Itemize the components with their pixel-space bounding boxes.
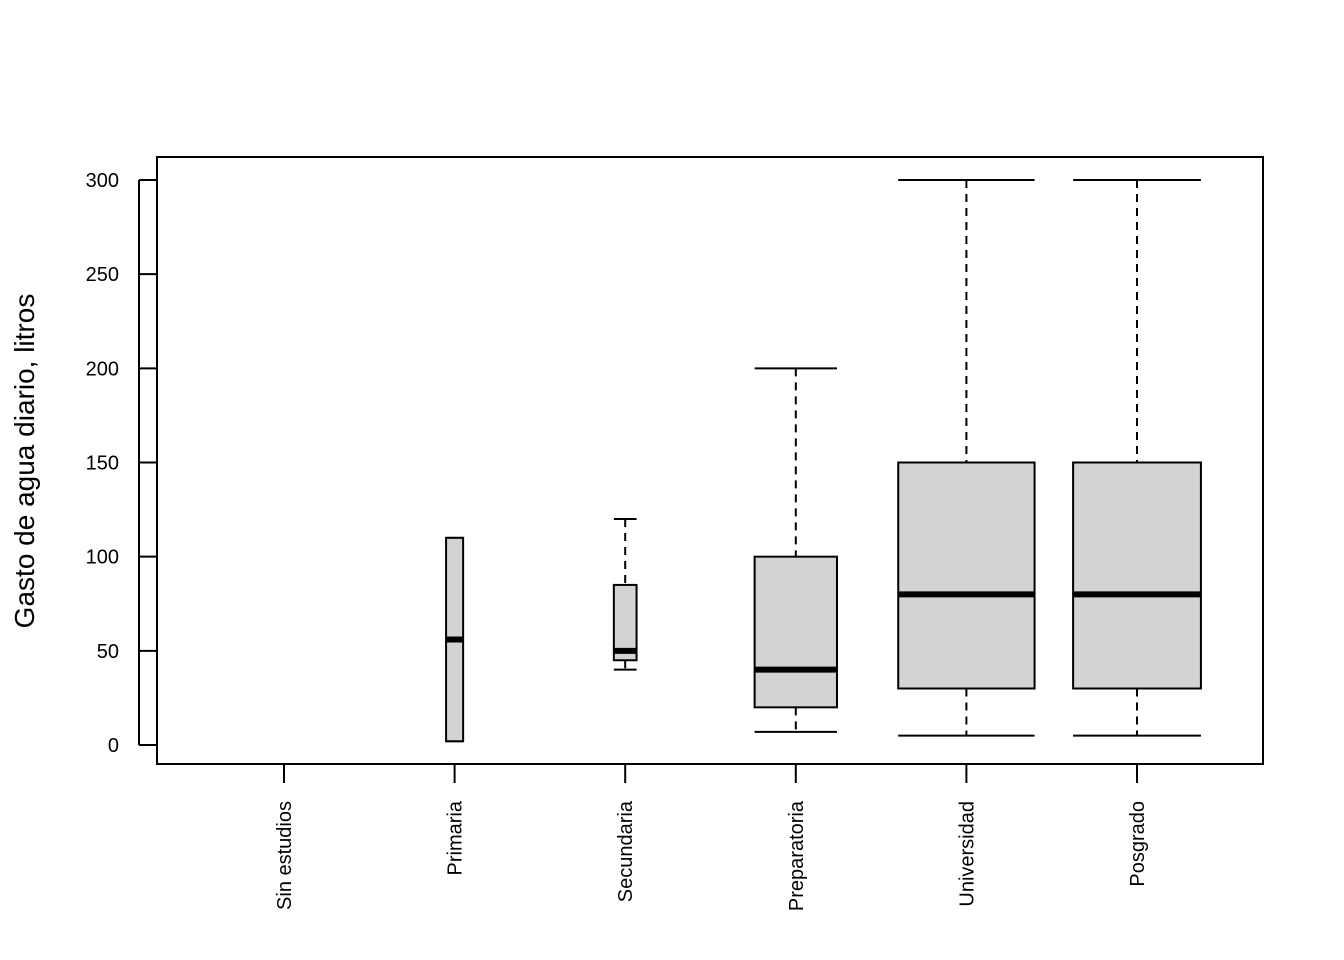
box-primaria: [445, 536, 465, 743]
x-category-label: Preparatoria: [786, 800, 808, 911]
iqr-box: [753, 555, 838, 709]
iqr-box: [897, 461, 1036, 690]
x-axis: Sin estudios Primaria Secundaria Preparator…: [274, 764, 1149, 911]
y-tick-label: 250: [86, 264, 119, 286]
boxes: [445, 179, 1202, 743]
plot-frame: [156, 156, 1264, 765]
iqr-box: [612, 583, 638, 662]
x-category-label: Secundaria: [615, 800, 637, 902]
y-axis: 0 50 100 150 200 250 300: [86, 170, 157, 757]
box-preparatoria: [753, 367, 838, 733]
y-tick-label: 200: [86, 358, 119, 380]
x-category-label: Primaria: [445, 800, 467, 875]
y-tick-label: 300: [86, 170, 119, 192]
y-tick-label: 50: [97, 641, 119, 663]
x-category-label: Sin estudios: [274, 801, 296, 910]
x-category-label: Universidad: [956, 801, 978, 907]
iqr-box: [1072, 461, 1202, 690]
y-tick-label: 150: [86, 453, 119, 475]
y-axis-title: Gasto de agua diario, litros: [9, 294, 40, 629]
box-universidad: [897, 179, 1036, 737]
box-posgrado: [1072, 179, 1202, 737]
y-tick-label: 0: [108, 735, 119, 757]
y-tick-label: 100: [86, 547, 119, 569]
box-secundaria: [612, 518, 638, 671]
x-category-label: Posgrado: [1127, 801, 1149, 887]
